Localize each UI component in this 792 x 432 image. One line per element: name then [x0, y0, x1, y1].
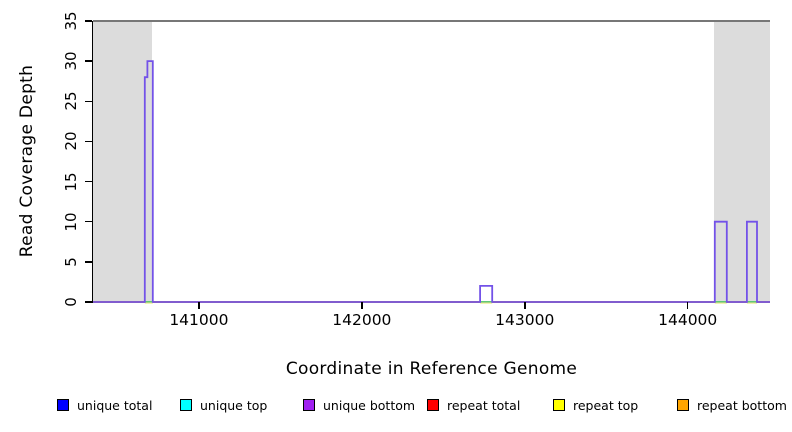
legend-swatch-unique-total-icon [57, 399, 69, 411]
legend-item-unique-bottom: unique bottom [303, 397, 416, 413]
y-tick-label: 35 [62, 11, 80, 31]
y-tick [85, 220, 92, 223]
legend-swatch-unique-bottom-icon [303, 399, 315, 411]
x-tick-label: 144000 [658, 311, 718, 329]
y-axis-title: Read Coverage Depth [17, 64, 37, 258]
y-tick [85, 20, 92, 22]
x-tick-label: 142000 [332, 311, 392, 329]
y-tick [85, 180, 92, 183]
legend-label: unique total [77, 397, 153, 413]
x-tick [361, 302, 363, 309]
legend-label: unique bottom [323, 397, 416, 413]
y-tick [85, 60, 92, 62]
y-tick-label: 15 [62, 172, 80, 192]
coverage-line-svg [93, 60, 770, 304]
legend-item-repeat-bottom: repeat bottom [677, 397, 787, 413]
y-tick [85, 301, 92, 303]
y-tick-label: 10 [62, 212, 80, 232]
legend-swatch-repeat-total-icon [427, 399, 439, 411]
masked-region-left [93, 21, 152, 302]
y-tick [85, 100, 92, 103]
legend-label: unique top [200, 397, 268, 413]
x-tick [198, 302, 200, 309]
x-tick [524, 302, 526, 309]
y-tick [85, 140, 92, 143]
series-line-unique-bottom [93, 60, 770, 303]
y-tick-label: 30 [62, 51, 80, 71]
legend-swatch-repeat-top-icon [553, 399, 565, 411]
x-axis-title: Coordinate in Reference Genome [285, 359, 578, 379]
y-axis-line [91, 20, 94, 303]
legend-swatch-repeat-bottom-icon [677, 399, 689, 411]
y-tick-label: 25 [62, 91, 80, 111]
y-tick-label: 20 [62, 131, 80, 151]
plot-top-border [93, 20, 770, 22]
legend-label: repeat top [573, 397, 639, 413]
y-tick-label: 0 [62, 297, 80, 307]
legend-label: repeat bottom [697, 397, 787, 413]
legend-label: repeat total [447, 397, 521, 413]
legend-item-unique-total: unique total [57, 397, 153, 413]
legend-swatch-unique-top-icon [180, 399, 192, 411]
legend-item-repeat-total: repeat total [427, 397, 521, 413]
legend-item-repeat-top: repeat top [553, 397, 639, 413]
x-tick [686, 302, 689, 309]
plot-area [93, 21, 770, 304]
masked-region-right [713, 21, 770, 302]
y-tick-label: 5 [62, 257, 80, 267]
legend-item-unique-top: unique top [180, 397, 268, 413]
x-tick-label: 141000 [169, 311, 229, 329]
x-tick-label: 143000 [495, 311, 555, 329]
y-tick [85, 261, 92, 263]
